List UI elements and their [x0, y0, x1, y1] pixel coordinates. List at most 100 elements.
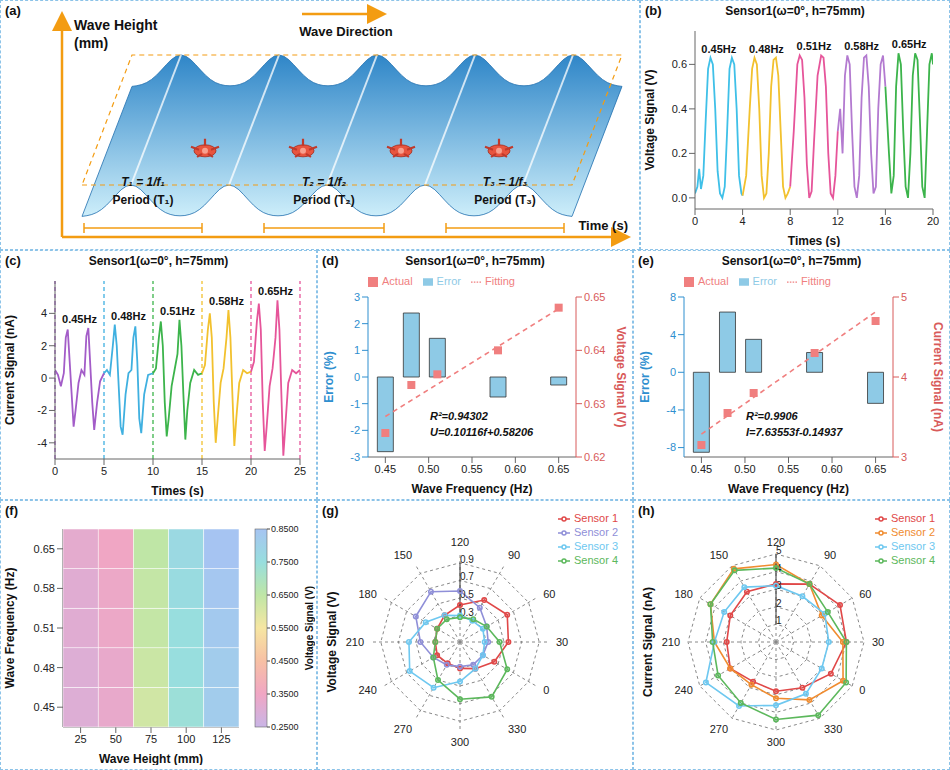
- svg-text:0.55: 0.55: [778, 463, 799, 475]
- svg-text:330: 330: [508, 723, 526, 735]
- svg-text:0.58: 0.58: [34, 582, 55, 594]
- svg-text:0.2: 0.2: [672, 147, 687, 159]
- svg-text:0.5500: 0.5500: [271, 623, 299, 633]
- svg-text:0.50: 0.50: [418, 463, 439, 475]
- svg-text:Wave Frequency (Hz): Wave Frequency (Hz): [412, 482, 533, 496]
- svg-text:4: 4: [740, 215, 746, 227]
- svg-text:15: 15: [196, 465, 208, 477]
- svg-text:0.60: 0.60: [821, 463, 842, 475]
- svg-text:0.50: 0.50: [734, 463, 755, 475]
- svg-text:300: 300: [451, 736, 469, 748]
- svg-text:0.45Hz: 0.45Hz: [62, 313, 97, 325]
- svg-text:0.64: 0.64: [584, 344, 605, 356]
- svg-text:5: 5: [901, 291, 907, 303]
- svg-text:0.6: 0.6: [672, 58, 687, 70]
- svg-text:125: 125: [212, 733, 230, 745]
- svg-text:180: 180: [675, 588, 693, 600]
- svg-text:270: 270: [710, 723, 728, 735]
- svg-text:0.63: 0.63: [584, 398, 605, 410]
- svg-text:Current Signal (nA): Current Signal (nA): [3, 315, 17, 425]
- svg-text:0.55: 0.55: [461, 463, 482, 475]
- svg-text:270: 270: [394, 723, 412, 735]
- svg-text:0.65: 0.65: [548, 463, 569, 475]
- svg-text:Wave Frequency (Hz): Wave Frequency (Hz): [3, 568, 17, 689]
- svg-text:(mm): (mm): [74, 35, 108, 51]
- svg-text:25: 25: [294, 465, 306, 477]
- svg-text:3: 3: [901, 451, 907, 463]
- svg-text:Voltage Signal (V): Voltage Signal (V): [304, 586, 315, 670]
- svg-text:0.58Hz: 0.58Hz: [209, 295, 244, 307]
- svg-text:0.6500: 0.6500: [271, 590, 299, 600]
- svg-text:Wave Frequency (Hz): Wave Frequency (Hz): [728, 482, 849, 496]
- svg-text:0.9: 0.9: [460, 554, 474, 565]
- svg-text:4: 4: [901, 371, 907, 383]
- svg-text:12: 12: [832, 215, 844, 227]
- svg-text:1: 1: [776, 615, 782, 626]
- svg-text:-8: -8: [666, 441, 676, 453]
- svg-text:0.65: 0.65: [34, 543, 55, 555]
- svg-text:0.4500: 0.4500: [271, 656, 299, 666]
- svg-text:Times (s): Times (s): [151, 484, 203, 497]
- svg-text:0.60: 0.60: [505, 463, 526, 475]
- svg-text:240: 240: [359, 684, 377, 696]
- svg-text:Voltage Signal (V): Voltage Signal (V): [643, 69, 657, 170]
- svg-text:2: 2: [41, 340, 47, 352]
- svg-text:2: 2: [354, 318, 360, 330]
- svg-text:0.45: 0.45: [34, 701, 55, 713]
- svg-text:300: 300: [767, 736, 785, 748]
- svg-text:Voltage Signal (V): Voltage Signal (V): [614, 326, 628, 427]
- svg-text:100: 100: [177, 733, 195, 745]
- svg-text:0.65: 0.65: [865, 463, 886, 475]
- svg-text:0.51: 0.51: [34, 622, 55, 634]
- svg-text:5: 5: [101, 465, 107, 477]
- svg-text:0.4: 0.4: [672, 103, 687, 115]
- svg-text:8: 8: [787, 215, 793, 227]
- svg-text:25: 25: [74, 733, 86, 745]
- svg-text:2: 2: [776, 598, 782, 609]
- svg-text:150: 150: [394, 549, 412, 561]
- svg-text:-2: -2: [350, 424, 360, 436]
- svg-text:0.58Hz: 0.58Hz: [844, 40, 879, 52]
- svg-text:T₂ = 1/f₂: T₂ = 1/f₂: [302, 175, 347, 189]
- svg-text:0.48Hz: 0.48Hz: [749, 43, 784, 55]
- svg-text:120: 120: [451, 536, 469, 548]
- svg-text:0.65Hz: 0.65Hz: [258, 285, 293, 297]
- svg-text:-4: -4: [37, 437, 47, 449]
- svg-text:75: 75: [145, 733, 157, 745]
- svg-text:0.65: 0.65: [584, 291, 605, 303]
- svg-text:210: 210: [346, 636, 364, 648]
- svg-text:0.48Hz: 0.48Hz: [111, 310, 146, 322]
- svg-text:20: 20: [927, 215, 939, 227]
- svg-text:50: 50: [110, 733, 122, 745]
- svg-text:Current Signal (nA): Current Signal (nA): [931, 322, 945, 432]
- svg-text:-1: -1: [350, 398, 360, 410]
- svg-text:Error (%): Error (%): [322, 351, 336, 402]
- svg-text:0: 0: [543, 684, 549, 696]
- svg-text:0: 0: [41, 372, 47, 384]
- svg-text:-3: -3: [350, 451, 360, 463]
- svg-text:0.7500: 0.7500: [271, 557, 299, 567]
- svg-text:0: 0: [859, 684, 865, 696]
- svg-text:8: 8: [670, 291, 676, 303]
- svg-text:0.0: 0.0: [672, 192, 687, 204]
- svg-text:20: 20: [245, 465, 257, 477]
- svg-text:Time (s): Time (s): [578, 218, 628, 233]
- svg-text:0.45Hz: 0.45Hz: [701, 43, 736, 55]
- svg-text:0: 0: [670, 366, 676, 378]
- svg-text:16: 16: [879, 215, 891, 227]
- svg-text:0.65Hz: 0.65Hz: [892, 38, 927, 50]
- svg-text:30: 30: [872, 636, 884, 648]
- svg-text:-2: -2: [37, 404, 47, 416]
- svg-text:0.45: 0.45: [375, 463, 396, 475]
- svg-text:Error (%): Error (%): [638, 351, 652, 402]
- svg-text:30: 30: [556, 636, 568, 648]
- svg-text:T₃ = 1/f₃: T₃ = 1/f₃: [483, 175, 528, 189]
- svg-text:0.45: 0.45: [691, 463, 712, 475]
- svg-text:0.3500: 0.3500: [271, 689, 299, 699]
- svg-text:0: 0: [692, 215, 698, 227]
- svg-text:0: 0: [52, 465, 58, 477]
- svg-text:240: 240: [675, 684, 693, 696]
- svg-text:3: 3: [354, 291, 360, 303]
- svg-text:210: 210: [662, 636, 680, 648]
- svg-text:Times (s): Times (s): [788, 234, 840, 247]
